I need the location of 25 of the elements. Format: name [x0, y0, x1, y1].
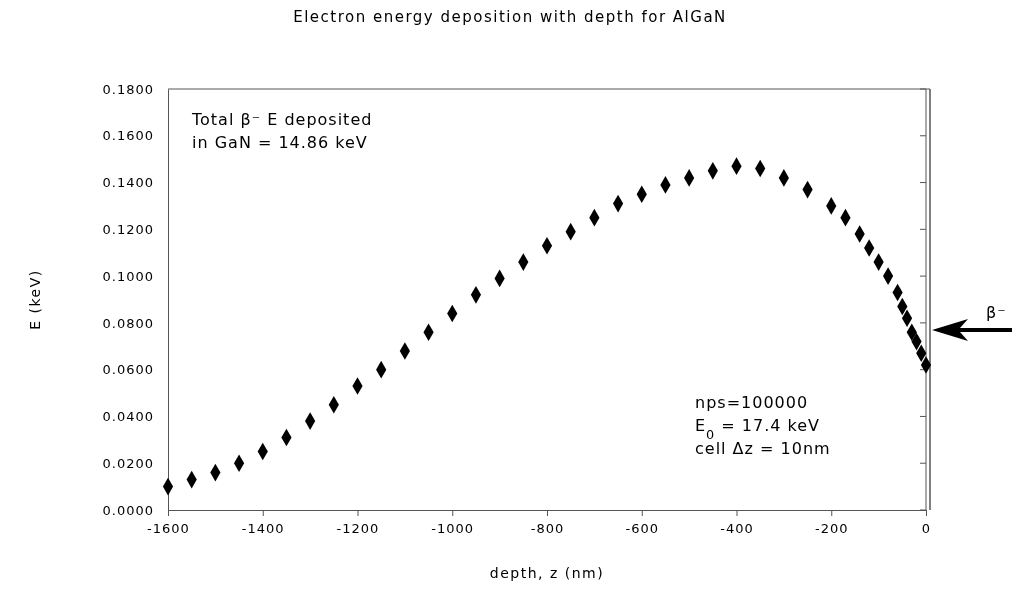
- x-tick-label: -1600: [147, 521, 190, 537]
- chart-title: Electron energy deposition with depth for AlGaN: [293, 8, 727, 26]
- y-tick-label: 0.1000: [102, 268, 154, 284]
- x-tick-label: -600: [625, 521, 660, 537]
- x-tick-label: -1400: [241, 521, 285, 537]
- x-tick-label: -1200: [336, 521, 380, 537]
- y-axis-title: E (keV): [27, 269, 43, 330]
- y-tick-label: 0.0800: [102, 315, 154, 331]
- y-tick-label: 0.1800: [102, 81, 154, 97]
- y-tick-label: 0.1400: [102, 175, 154, 191]
- x-tick-label: 0: [921, 521, 932, 537]
- x-tick-label: -800: [530, 521, 565, 537]
- annotation: Total β⁻ E deposited in GaN = 14.86 keV: [191, 110, 373, 152]
- x-tick-label: -400: [720, 521, 754, 537]
- y-tick-label: 0.0600: [102, 362, 154, 378]
- x-tick-label: -200: [814, 521, 849, 537]
- y-tick-label: 0.0200: [102, 455, 154, 471]
- annotation: nps=100000 E$_{0}$ = 17.4 keV cell Δz = 10nm: [695, 393, 831, 458]
- x-tick-label: -1000: [431, 521, 475, 537]
- text: β⁻: [986, 303, 1007, 322]
- x-axis-title: depth, z (nm): [489, 565, 605, 581]
- y-tick-label: 0.1600: [102, 128, 154, 144]
- y-tick-label: 0.1200: [102, 221, 154, 237]
- y-tick-label: 0.0400: [102, 409, 154, 425]
- y-tick-label: 0.0000: [102, 502, 154, 518]
